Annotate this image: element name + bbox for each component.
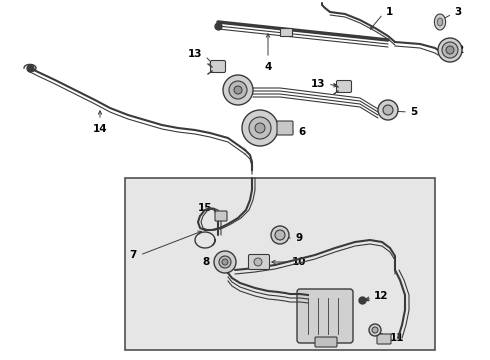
Polygon shape [435, 14, 445, 30]
Bar [125, 178, 435, 350]
Polygon shape [437, 18, 443, 26]
FancyBboxPatch shape [297, 289, 353, 343]
Text: 13: 13 [311, 79, 325, 89]
Circle shape [372, 327, 378, 333]
Circle shape [229, 81, 247, 99]
FancyBboxPatch shape [377, 334, 391, 344]
Text: 9: 9 [295, 233, 302, 243]
Circle shape [242, 110, 278, 146]
Text: 11: 11 [390, 333, 405, 343]
Text: 8: 8 [203, 257, 210, 267]
Circle shape [369, 324, 381, 336]
Circle shape [223, 75, 253, 105]
Circle shape [438, 38, 462, 62]
Circle shape [383, 105, 393, 115]
Text: 12: 12 [374, 291, 389, 301]
Text: 2: 2 [456, 45, 463, 55]
Circle shape [442, 42, 458, 58]
FancyBboxPatch shape [280, 28, 292, 36]
Circle shape [249, 117, 271, 139]
FancyBboxPatch shape [215, 211, 227, 221]
Text: 14: 14 [93, 124, 107, 134]
Text: 10: 10 [292, 257, 307, 267]
Circle shape [255, 123, 265, 133]
Text: 15: 15 [197, 203, 212, 213]
Text: 3: 3 [454, 7, 461, 17]
Circle shape [275, 230, 285, 240]
Text: 6: 6 [298, 127, 305, 137]
Circle shape [214, 251, 236, 273]
Text: 7: 7 [130, 250, 137, 260]
Circle shape [222, 259, 228, 265]
FancyBboxPatch shape [277, 121, 293, 135]
Text: 5: 5 [410, 107, 417, 117]
FancyBboxPatch shape [315, 337, 337, 347]
Circle shape [271, 226, 289, 244]
Circle shape [219, 256, 231, 268]
FancyBboxPatch shape [248, 255, 270, 270]
Circle shape [234, 86, 242, 94]
Text: 4: 4 [264, 62, 271, 72]
Text: 1: 1 [386, 7, 393, 17]
FancyBboxPatch shape [337, 81, 351, 93]
Circle shape [378, 100, 398, 120]
Circle shape [446, 46, 454, 54]
FancyBboxPatch shape [211, 60, 225, 72]
Text: 13: 13 [188, 49, 202, 59]
Circle shape [254, 258, 262, 266]
